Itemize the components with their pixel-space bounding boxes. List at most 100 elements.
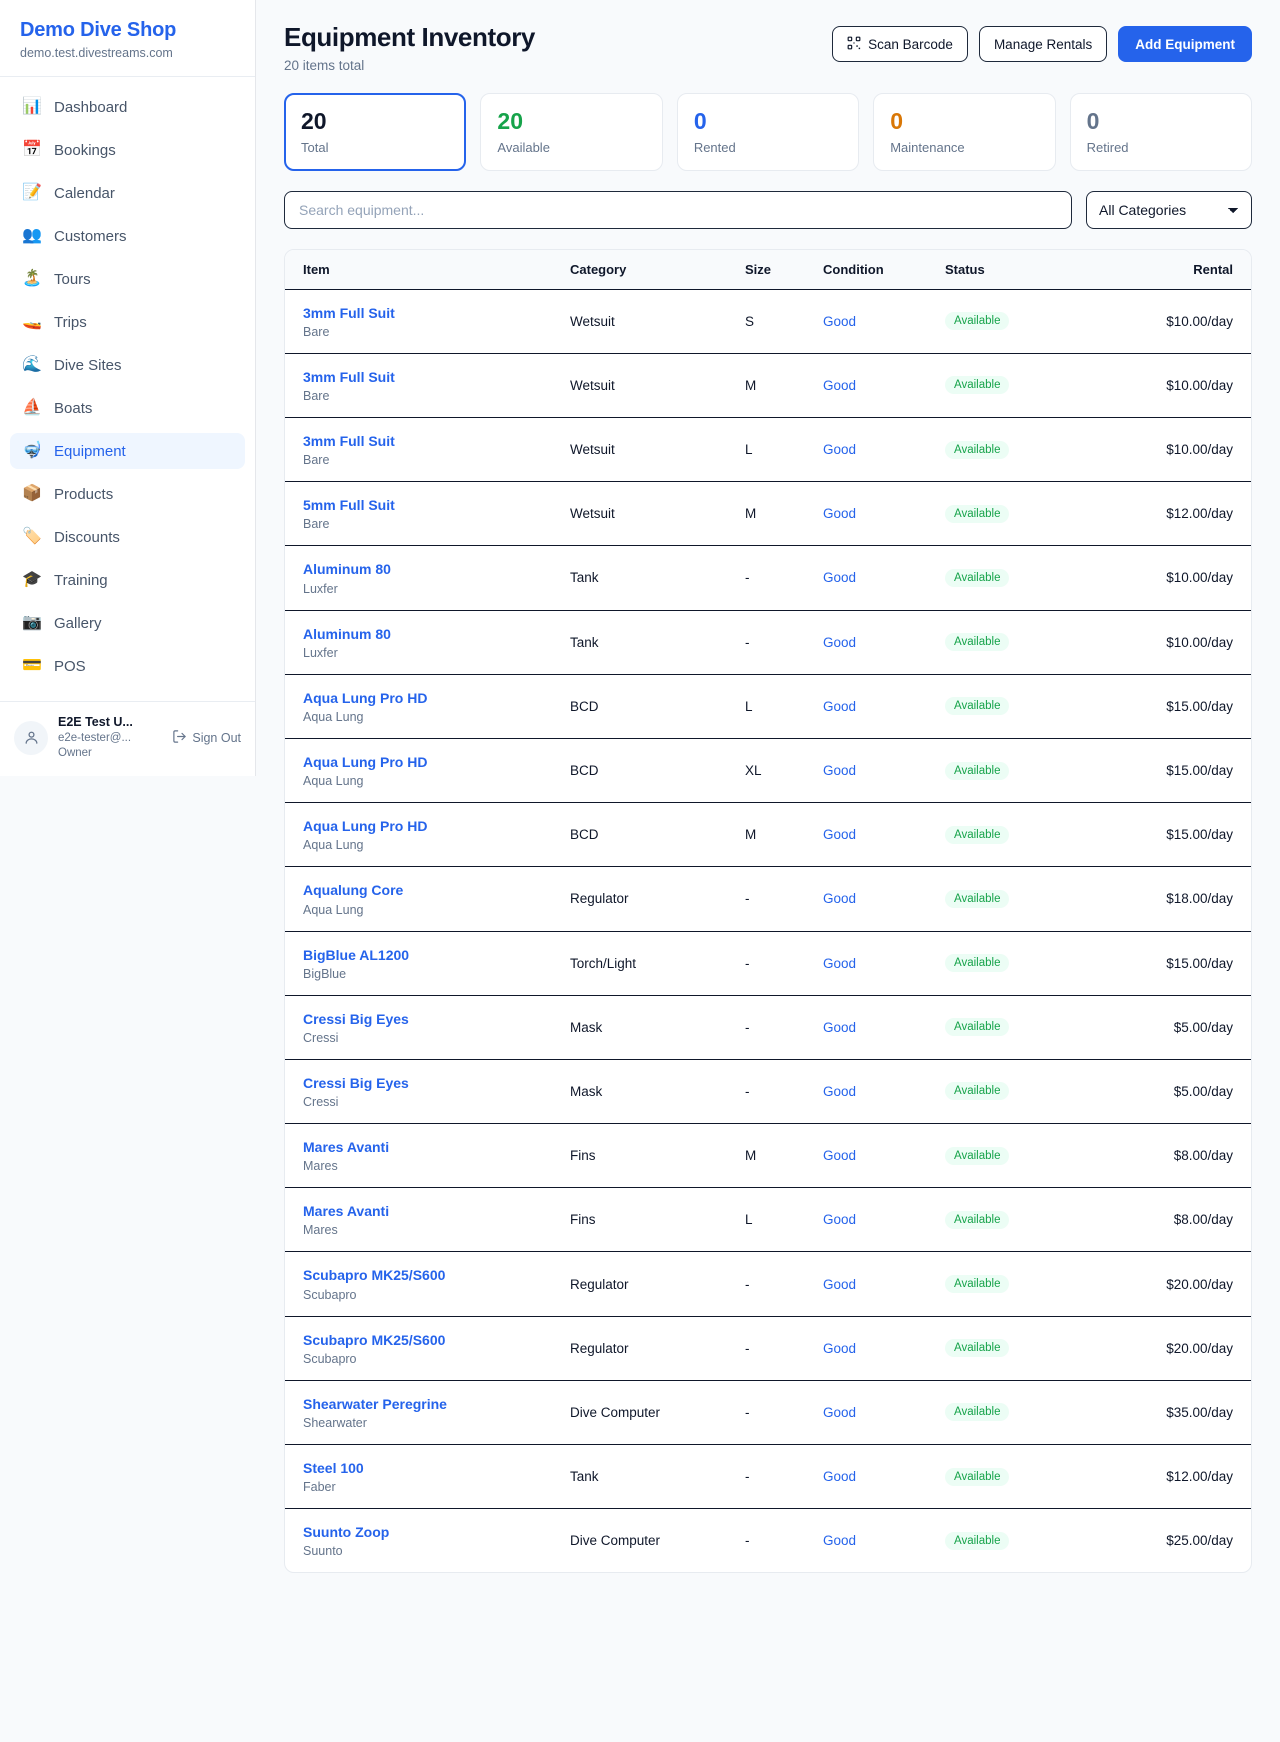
sign-out-button[interactable]: Sign Out (172, 729, 241, 747)
item-name-link[interactable]: 5mm Full Suit (303, 497, 395, 514)
bar-chart-icon: 📊 (22, 98, 42, 115)
condition-link[interactable]: Good (823, 506, 857, 522)
add-equipment-button[interactable]: Add Equipment (1118, 26, 1252, 62)
table-row[interactable]: 3mm Full Suit Bare Wetsuit S Good Available $1… (285, 289, 1251, 354)
category-select[interactable]: All Categories (1086, 190, 1252, 229)
table-row[interactable]: Steel 100 Faber Tank - Good Available $12.00/d… (285, 1444, 1251, 1510)
item-name-link[interactable]: Scubapro MK25/S600 (303, 1267, 446, 1284)
table-row[interactable]: Aluminum 80 Luxfer Tank - Good Available $10.0… (285, 610, 1251, 675)
sidebar-item-training[interactable]: 🎓 Training (10, 562, 245, 598)
stat-card-total[interactable]: 20 Total (284, 93, 467, 171)
condition-link[interactable]: Good (823, 1148, 857, 1164)
sidebar-item-tours[interactable]: 🏝️ Tours (10, 261, 245, 297)
sidebar-item-discounts[interactable]: 🏷️ Discounts (10, 519, 245, 555)
stat-card-maintenance[interactable]: 0 Maintenance (873, 93, 1056, 171)
sidebar-item-label: Customers (54, 227, 127, 245)
table-row[interactable]: Cressi Big Eyes Cressi Mask - Good Available $… (285, 995, 1251, 1060)
item-name-link[interactable]: Mares Avanti (303, 1203, 390, 1220)
item-name-link[interactable]: Cressi Big Eyes (303, 1010, 409, 1027)
cell-item: 5mm Full Suit Bare (285, 481, 570, 547)
condition-link[interactable]: Good (823, 827, 857, 843)
item-name-link[interactable]: Suunto Zoop (303, 1524, 390, 1541)
table-row[interactable]: Mares Avanti Mares Fins L Good Available $8.00… (285, 1187, 1251, 1253)
sidebar-item-dive-sites[interactable]: 🌊 Dive Sites (10, 347, 245, 383)
table-row[interactable]: Scubapro MK25/S600 Scubapro Regulator - Good… (285, 1251, 1251, 1317)
item-name-link[interactable]: Aluminum 80 (303, 625, 391, 642)
item-name-link[interactable]: Aqua Lung Pro HD (303, 753, 428, 770)
item-name-link[interactable]: Aluminum 80 (303, 561, 391, 578)
table-row[interactable]: Aqualung Core Aqua Lung Regulator - Good Avai… (285, 866, 1251, 932)
sidebar-item-calendar[interactable]: 📝 Calendar (10, 175, 245, 211)
stat-card-available[interactable]: 20 Available (480, 93, 663, 171)
condition-link[interactable]: Good (823, 1404, 857, 1420)
condition-link[interactable]: Good (823, 313, 857, 329)
sidebar-item-products[interactable]: 📦 Products (10, 476, 245, 512)
search-input[interactable] (284, 190, 1072, 229)
table-row[interactable]: Aqua Lung Pro HD Aqua Lung BCD L Good Availab… (285, 674, 1251, 739)
cell-condition: Good (823, 1187, 945, 1253)
item-name-link[interactable]: Mares Avanti (303, 1139, 390, 1156)
item-name-link[interactable]: Aqualung Core (303, 882, 404, 899)
item-name-link[interactable]: BigBlue AL1200 (303, 946, 410, 963)
table-row[interactable]: Mares Avanti Mares Fins M Good Available $8.00… (285, 1123, 1251, 1189)
cell-status: Available (945, 1187, 1090, 1253)
sidebar-item-equipment[interactable]: 🤿 Equipment (10, 433, 245, 469)
status-badge: Available (945, 1082, 1010, 1101)
item-name-link[interactable]: Steel 100 (303, 1460, 364, 1476)
table-row[interactable]: 3mm Full Suit Bare Wetsuit L Good Available $1… (285, 417, 1251, 483)
sidebar-item-bookings[interactable]: 📅 Bookings (10, 132, 245, 168)
item-name-link[interactable]: Scubapro MK25/S600 (303, 1331, 446, 1348)
item-name-link[interactable]: 3mm Full Suit (303, 433, 395, 449)
manage-rentals-button[interactable]: Manage Rentals (978, 26, 1108, 62)
item-name-link[interactable]: 3mm Full Suit (303, 304, 395, 321)
table-row[interactable]: Shearwater Peregrine Shearwater Dive Compu… (285, 1380, 1251, 1446)
condition-link[interactable]: Good (823, 1212, 857, 1228)
table-row[interactable]: Scubapro MK25/S600 Scubapro Regulator - Good… (285, 1316, 1251, 1381)
sidebar-item-label: Boats (54, 399, 93, 417)
cell-rental: $20.00/day (1090, 1251, 1251, 1317)
condition-link[interactable]: Good (823, 570, 857, 586)
item-name-link[interactable]: Shearwater Peregrine (303, 1395, 447, 1412)
condition-link[interactable]: Good (823, 442, 857, 458)
brand-block[interactable]: Demo Dive Shop demo.test.divestreams.com (0, 0, 255, 77)
stat-label: Rented (693, 139, 736, 155)
stat-cards: 20 Total 20 Available 0 Rented 0 Maintenance 0 Re… (284, 93, 1253, 171)
sidebar-item-trips[interactable]: 🚤 Trips (10, 304, 245, 340)
sidebar-item-dashboard[interactable]: 📊 Dashboard (10, 89, 245, 125)
table-row[interactable]: 3mm Full Suit Bare Wetsuit M Good Available $1… (285, 353, 1251, 419)
condition-link[interactable]: Good (823, 1083, 857, 1099)
condition-link[interactable]: Good (823, 1340, 857, 1356)
item-name-link[interactable]: Aqua Lung Pro HD (303, 818, 428, 835)
sidebar-item-boats[interactable]: ⛵ Boats (10, 390, 245, 426)
table-row[interactable]: BigBlue AL1200 BigBlue Torch/Light - Good Ava… (285, 931, 1251, 996)
condition-link[interactable]: Good (823, 1469, 857, 1485)
condition-link[interactable]: Good (823, 1276, 857, 1292)
table-row[interactable]: Aluminum 80 Luxfer Tank - Good Available $10.0… (285, 545, 1251, 611)
table-row[interactable]: Cressi Big Eyes Cressi Mask - Good Available $… (285, 1059, 1251, 1125)
cell-size: XL (745, 738, 823, 804)
condition-link[interactable]: Good (823, 1019, 857, 1035)
cell-status: Available (945, 1380, 1090, 1446)
sidebar-item-pos[interactable]: 💳 POS (10, 648, 245, 684)
cell-item: 3mm Full Suit Bare (285, 417, 570, 483)
sidebar-item-gallery[interactable]: 📷 Gallery (10, 605, 245, 641)
scan-barcode-button[interactable]: Scan Barcode (832, 26, 968, 62)
stat-card-retired[interactable]: 0 Retired (1069, 93, 1253, 171)
condition-link[interactable]: Good (823, 377, 857, 393)
condition-link[interactable]: Good (823, 763, 857, 779)
item-name-link[interactable]: Aqua Lung Pro HD (303, 689, 428, 706)
item-name-link[interactable]: 3mm Full Suit (303, 368, 395, 385)
condition-link[interactable]: Good (823, 1533, 857, 1549)
stat-card-rented[interactable]: 0 Rented (676, 93, 860, 171)
cell-size: M (745, 802, 823, 868)
condition-link[interactable]: Good (823, 891, 857, 907)
item-name-link[interactable]: Cressi Big Eyes (303, 1074, 409, 1091)
condition-link[interactable]: Good (823, 955, 857, 971)
table-row[interactable]: Suunto Zoop Suunto Dive Computer - Good Avail… (285, 1509, 1251, 1573)
table-row[interactable]: Aqua Lung Pro HD Aqua Lung BCD XL Good Availa… (285, 738, 1251, 804)
table-row[interactable]: 5mm Full Suit Bare Wetsuit M Good Available $1… (285, 481, 1251, 547)
sidebar-item-customers[interactable]: 👥 Customers (10, 218, 245, 254)
condition-link[interactable]: Good (823, 634, 857, 650)
condition-link[interactable]: Good (823, 698, 857, 714)
table-row[interactable]: Aqua Lung Pro HD Aqua Lung BCD M Good Availab… (285, 802, 1251, 868)
